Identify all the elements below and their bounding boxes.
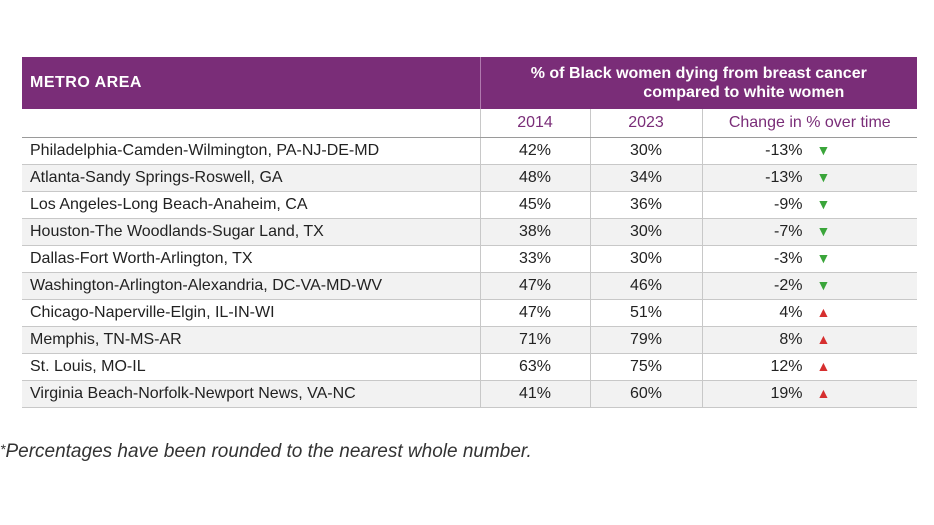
value-2014-cell: 47% (479, 299, 590, 327)
table-row: Philadelphia-Camden-Wilmington, PA-NJ-DE… (22, 137, 918, 165)
value-2014-cell: 47% (479, 272, 590, 300)
subheader-blank (22, 109, 480, 138)
change-cell: 8% ▲ (701, 326, 918, 354)
value-2023-cell: 46% (589, 272, 702, 300)
change-value: -13% (765, 169, 803, 186)
down-triangle-icon: ▼ (816, 277, 831, 293)
table-row: Houston-The Woodlands-Sugar Land, TX 38% 3… (22, 218, 918, 246)
change-value: -9% (774, 196, 803, 213)
table-row: Dallas-Fort Worth-Arlington, TX 33% 30% -3%… (22, 245, 918, 273)
change-cell: -13% ▼ (701, 164, 918, 192)
up-triangle-icon: ▲ (816, 331, 831, 347)
table-row: Virginia Beach-Norfolk-Newport News, VA-… (22, 380, 918, 408)
footnote-text: Percentages have been rounded to the nea… (5, 441, 532, 462)
metro-area-cell: Dallas-Fort Worth-Arlington, TX (22, 245, 480, 273)
table-row: Los Angeles-Long Beach-Anaheim, CA 45% 36%… (22, 191, 918, 219)
value-2023-cell: 36% (589, 191, 702, 219)
value-2023-cell: 75% (589, 353, 702, 381)
change-cell: 4% ▲ (701, 299, 918, 327)
metro-area-cell: Chicago-Naperville-Elgin, IL-IN-WI (22, 299, 480, 327)
metro-area-cell: Houston-The Woodlands-Sugar Land, TX (22, 218, 480, 246)
metro-area-cell: Washington-Arlington-Alexandria, DC-VA-M… (22, 272, 480, 300)
value-2014-cell: 71% (479, 326, 590, 354)
change-value: -2% (774, 277, 803, 294)
table-row: Atlanta-Sandy Springs-Roswell, GA 48% 34% -… (22, 164, 918, 192)
down-triangle-icon: ▼ (816, 250, 831, 266)
change-cell: -3% ▼ (701, 245, 918, 273)
percentage-header-line1: % of Black women dying from breast cance… (530, 65, 867, 82)
metro-area-header: METRO AREA (22, 57, 480, 109)
metro-area-cell: Virginia Beach-Norfolk-Newport News, VA-… (22, 380, 480, 408)
metro-area-cell: Los Angeles-Long Beach-Anaheim, CA (22, 191, 480, 219)
change-cell: 12% ▲ (701, 353, 918, 381)
down-triangle-icon: ▼ (816, 223, 831, 239)
change-value: 8% (779, 331, 803, 348)
table-row: St. Louis, MO-IL 63% 75% 12% ▲ (22, 353, 918, 381)
footnote-asterisk: * (0, 441, 6, 457)
metro-area-cell: St. Louis, MO-IL (22, 353, 480, 381)
metro-comparison-table: METRO AREA % of Black women dying from b… (22, 57, 918, 408)
column-change-header: Change in % over time (701, 109, 918, 138)
change-value: -7% (774, 223, 803, 240)
up-triangle-icon: ▲ (816, 358, 831, 374)
value-2014-cell: 33% (479, 245, 590, 273)
percentage-header: % of Black women dying from breast cance… (479, 57, 918, 109)
metro-area-cell: Philadelphia-Camden-Wilmington, PA-NJ-DE… (22, 137, 480, 165)
table-row: Memphis, TN-MS-AR 71% 79% 8% ▲ (22, 326, 918, 354)
change-cell: 19% ▲ (701, 380, 918, 408)
table-row: Washington-Arlington-Alexandria, DC-VA-M… (22, 272, 918, 300)
value-2014-cell: 45% (479, 191, 590, 219)
value-2023-cell: 30% (589, 245, 702, 273)
value-2023-cell: 79% (589, 326, 702, 354)
value-2023-cell: 60% (589, 380, 702, 408)
down-triangle-icon: ▼ (816, 142, 831, 158)
value-2014-cell: 42% (479, 137, 590, 165)
value-2023-cell: 30% (589, 218, 702, 246)
change-value: 4% (779, 304, 803, 321)
change-value: -3% (774, 250, 803, 267)
value-2023-cell: 34% (589, 164, 702, 192)
column-2014-header: 2014 (479, 109, 590, 138)
metro-area-cell: Atlanta-Sandy Springs-Roswell, GA (22, 164, 480, 192)
down-triangle-icon: ▼ (816, 196, 831, 212)
value-2014-cell: 38% (479, 218, 590, 246)
up-triangle-icon: ▲ (816, 304, 831, 320)
column-2023-header: 2023 (589, 109, 702, 138)
change-cell: -2% ▼ (701, 272, 918, 300)
down-triangle-icon: ▼ (816, 169, 831, 185)
table-row: Chicago-Naperville-Elgin, IL-IN-WI 47% 51%… (22, 299, 918, 327)
change-value: -13% (765, 142, 803, 159)
up-triangle-icon: ▲ (816, 385, 831, 401)
change-value: 12% (770, 358, 803, 375)
change-value: 19% (770, 385, 803, 402)
change-cell: -9% ▼ (701, 191, 918, 219)
table-header: METRO AREA % of Black women dying from b… (22, 57, 918, 109)
value-2014-cell: 48% (479, 164, 590, 192)
value-2014-cell: 63% (479, 353, 590, 381)
metro-area-cell: Memphis, TN-MS-AR (22, 326, 480, 354)
change-cell: -7% ▼ (701, 218, 918, 246)
value-2023-cell: 51% (589, 299, 702, 327)
change-cell: -13% ▼ (701, 137, 918, 165)
footnote: *Percentages have been rounded to the ne… (0, 441, 532, 463)
year-subheader: 2014 2023 Change in % over time (22, 109, 918, 138)
percentage-header-line2: compared to white women (643, 84, 845, 101)
value-2014-cell: 41% (479, 380, 590, 408)
value-2023-cell: 30% (589, 137, 702, 165)
